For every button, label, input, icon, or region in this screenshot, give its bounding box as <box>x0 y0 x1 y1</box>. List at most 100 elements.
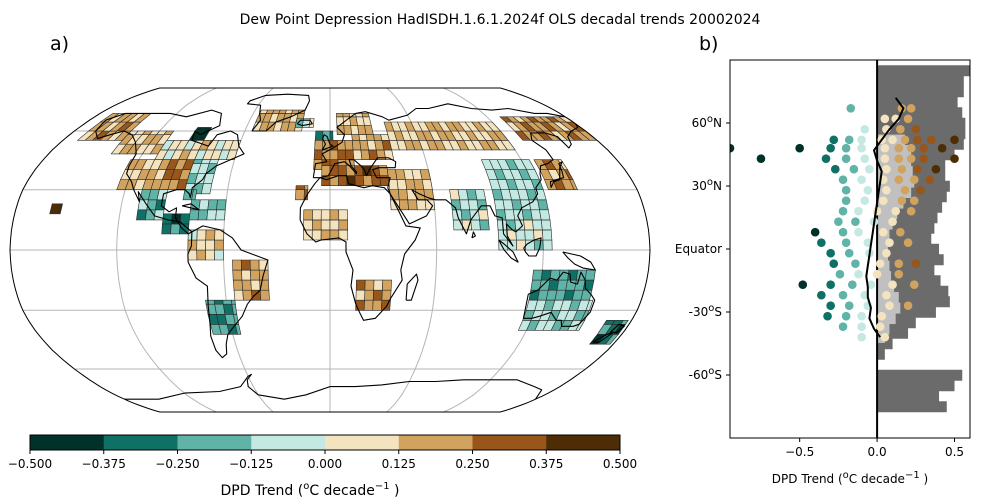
grid-cell <box>295 185 305 190</box>
grid-cell <box>198 199 210 211</box>
grid-cell <box>241 279 252 291</box>
trend-point <box>823 311 832 321</box>
grid-cell <box>242 289 253 301</box>
grid-cell <box>232 279 244 291</box>
region-brazil <box>232 259 270 301</box>
grid-cell <box>232 259 242 271</box>
grid-cell <box>355 299 365 311</box>
coastline <box>522 271 596 327</box>
land-fraction-bar <box>877 401 947 413</box>
land-fraction-bar <box>877 222 935 234</box>
trend-point <box>903 301 913 311</box>
land-fraction-bar <box>877 233 932 245</box>
trend-point <box>857 135 866 145</box>
grid-cell <box>372 289 383 301</box>
trend-point <box>950 154 959 163</box>
observed-fraction-bar <box>877 250 888 262</box>
grid-cell <box>337 149 347 160</box>
trend-point <box>875 259 885 269</box>
trend-point <box>894 259 904 269</box>
coastline <box>124 373 543 400</box>
grid-cell <box>397 189 409 201</box>
grid-cell <box>208 159 219 164</box>
grid-cell <box>362 175 373 186</box>
observed-fraction-bar <box>877 271 892 283</box>
region-canary-islands <box>295 185 309 201</box>
region-india <box>449 189 490 231</box>
grid-cell <box>484 121 502 132</box>
trend-point <box>857 143 866 153</box>
trend-point <box>891 206 900 216</box>
colorbar-tick-label: 0.500 <box>603 457 637 471</box>
observed-fraction-bar <box>877 197 904 209</box>
grid-cell <box>355 113 364 118</box>
trend-point <box>880 332 890 342</box>
colorbar-swatch <box>251 435 326 450</box>
trend-point <box>916 185 925 195</box>
trend-point <box>906 206 916 216</box>
grid-cell <box>381 289 392 301</box>
grid-cell <box>337 175 348 186</box>
grid-cell <box>352 149 363 160</box>
trend-point <box>860 196 870 205</box>
grid-cell <box>539 209 551 221</box>
trend-point <box>888 280 897 290</box>
grid-cell <box>537 199 549 211</box>
trend-point <box>865 164 874 174</box>
observed-fraction-bar <box>877 313 896 325</box>
grid-cell <box>329 219 340 231</box>
grid-cell <box>214 239 224 251</box>
grid-cell <box>206 209 217 221</box>
globe-outline <box>9 87 651 413</box>
grid-cell <box>576 269 587 281</box>
trend-point <box>919 143 928 153</box>
grid-cell <box>345 149 355 160</box>
grid-cell <box>249 259 260 271</box>
grid-cell <box>251 289 262 301</box>
grid-cell <box>459 199 471 211</box>
grid-cell <box>215 209 226 221</box>
grid-cell <box>170 223 181 235</box>
grid-cell <box>304 185 309 190</box>
land-fraction-bar <box>877 254 944 266</box>
trend-map <box>9 87 651 413</box>
trend-point <box>906 143 916 153</box>
trend-point <box>826 143 835 153</box>
grid-cell <box>364 279 375 291</box>
grid-cell <box>523 219 534 231</box>
region-northern-south-america <box>187 229 225 261</box>
grid-cell <box>358 134 368 141</box>
grid-cell <box>365 134 375 141</box>
trend-point <box>913 135 922 145</box>
land-fraction-bar <box>877 96 958 108</box>
coastline <box>299 175 421 321</box>
trend-point <box>906 154 916 163</box>
coastline <box>523 237 542 257</box>
trend-point <box>880 114 890 124</box>
land-fraction-bar <box>877 338 893 350</box>
trend-point <box>841 143 851 153</box>
trend-point <box>909 175 919 184</box>
grid-cell <box>363 299 374 311</box>
grid-cell <box>233 289 244 301</box>
trend-point <box>835 269 845 279</box>
land-fraction-bar <box>877 348 885 360</box>
observed-fraction-bar <box>877 239 888 251</box>
grid-cell <box>213 299 224 305</box>
land-fraction-bar <box>877 369 963 381</box>
trend-point <box>857 332 866 342</box>
grid-cell <box>214 249 224 261</box>
grid-cell <box>329 130 334 141</box>
grid-cell <box>222 299 233 305</box>
grid-cell <box>355 279 366 291</box>
trend-point <box>903 238 913 247</box>
grid-cell <box>250 269 260 281</box>
grid-cell <box>343 125 353 135</box>
trend-point <box>937 143 947 153</box>
land-fraction-bar <box>877 327 909 339</box>
colorbar: −0.500 −0.375 −0.250 −0.125 0.000 0.125 0.250 0… <box>8 434 637 499</box>
grid-cell <box>542 229 553 241</box>
trend-point <box>854 269 863 279</box>
trend-point <box>878 196 888 205</box>
colorbar-swatch <box>325 435 400 450</box>
